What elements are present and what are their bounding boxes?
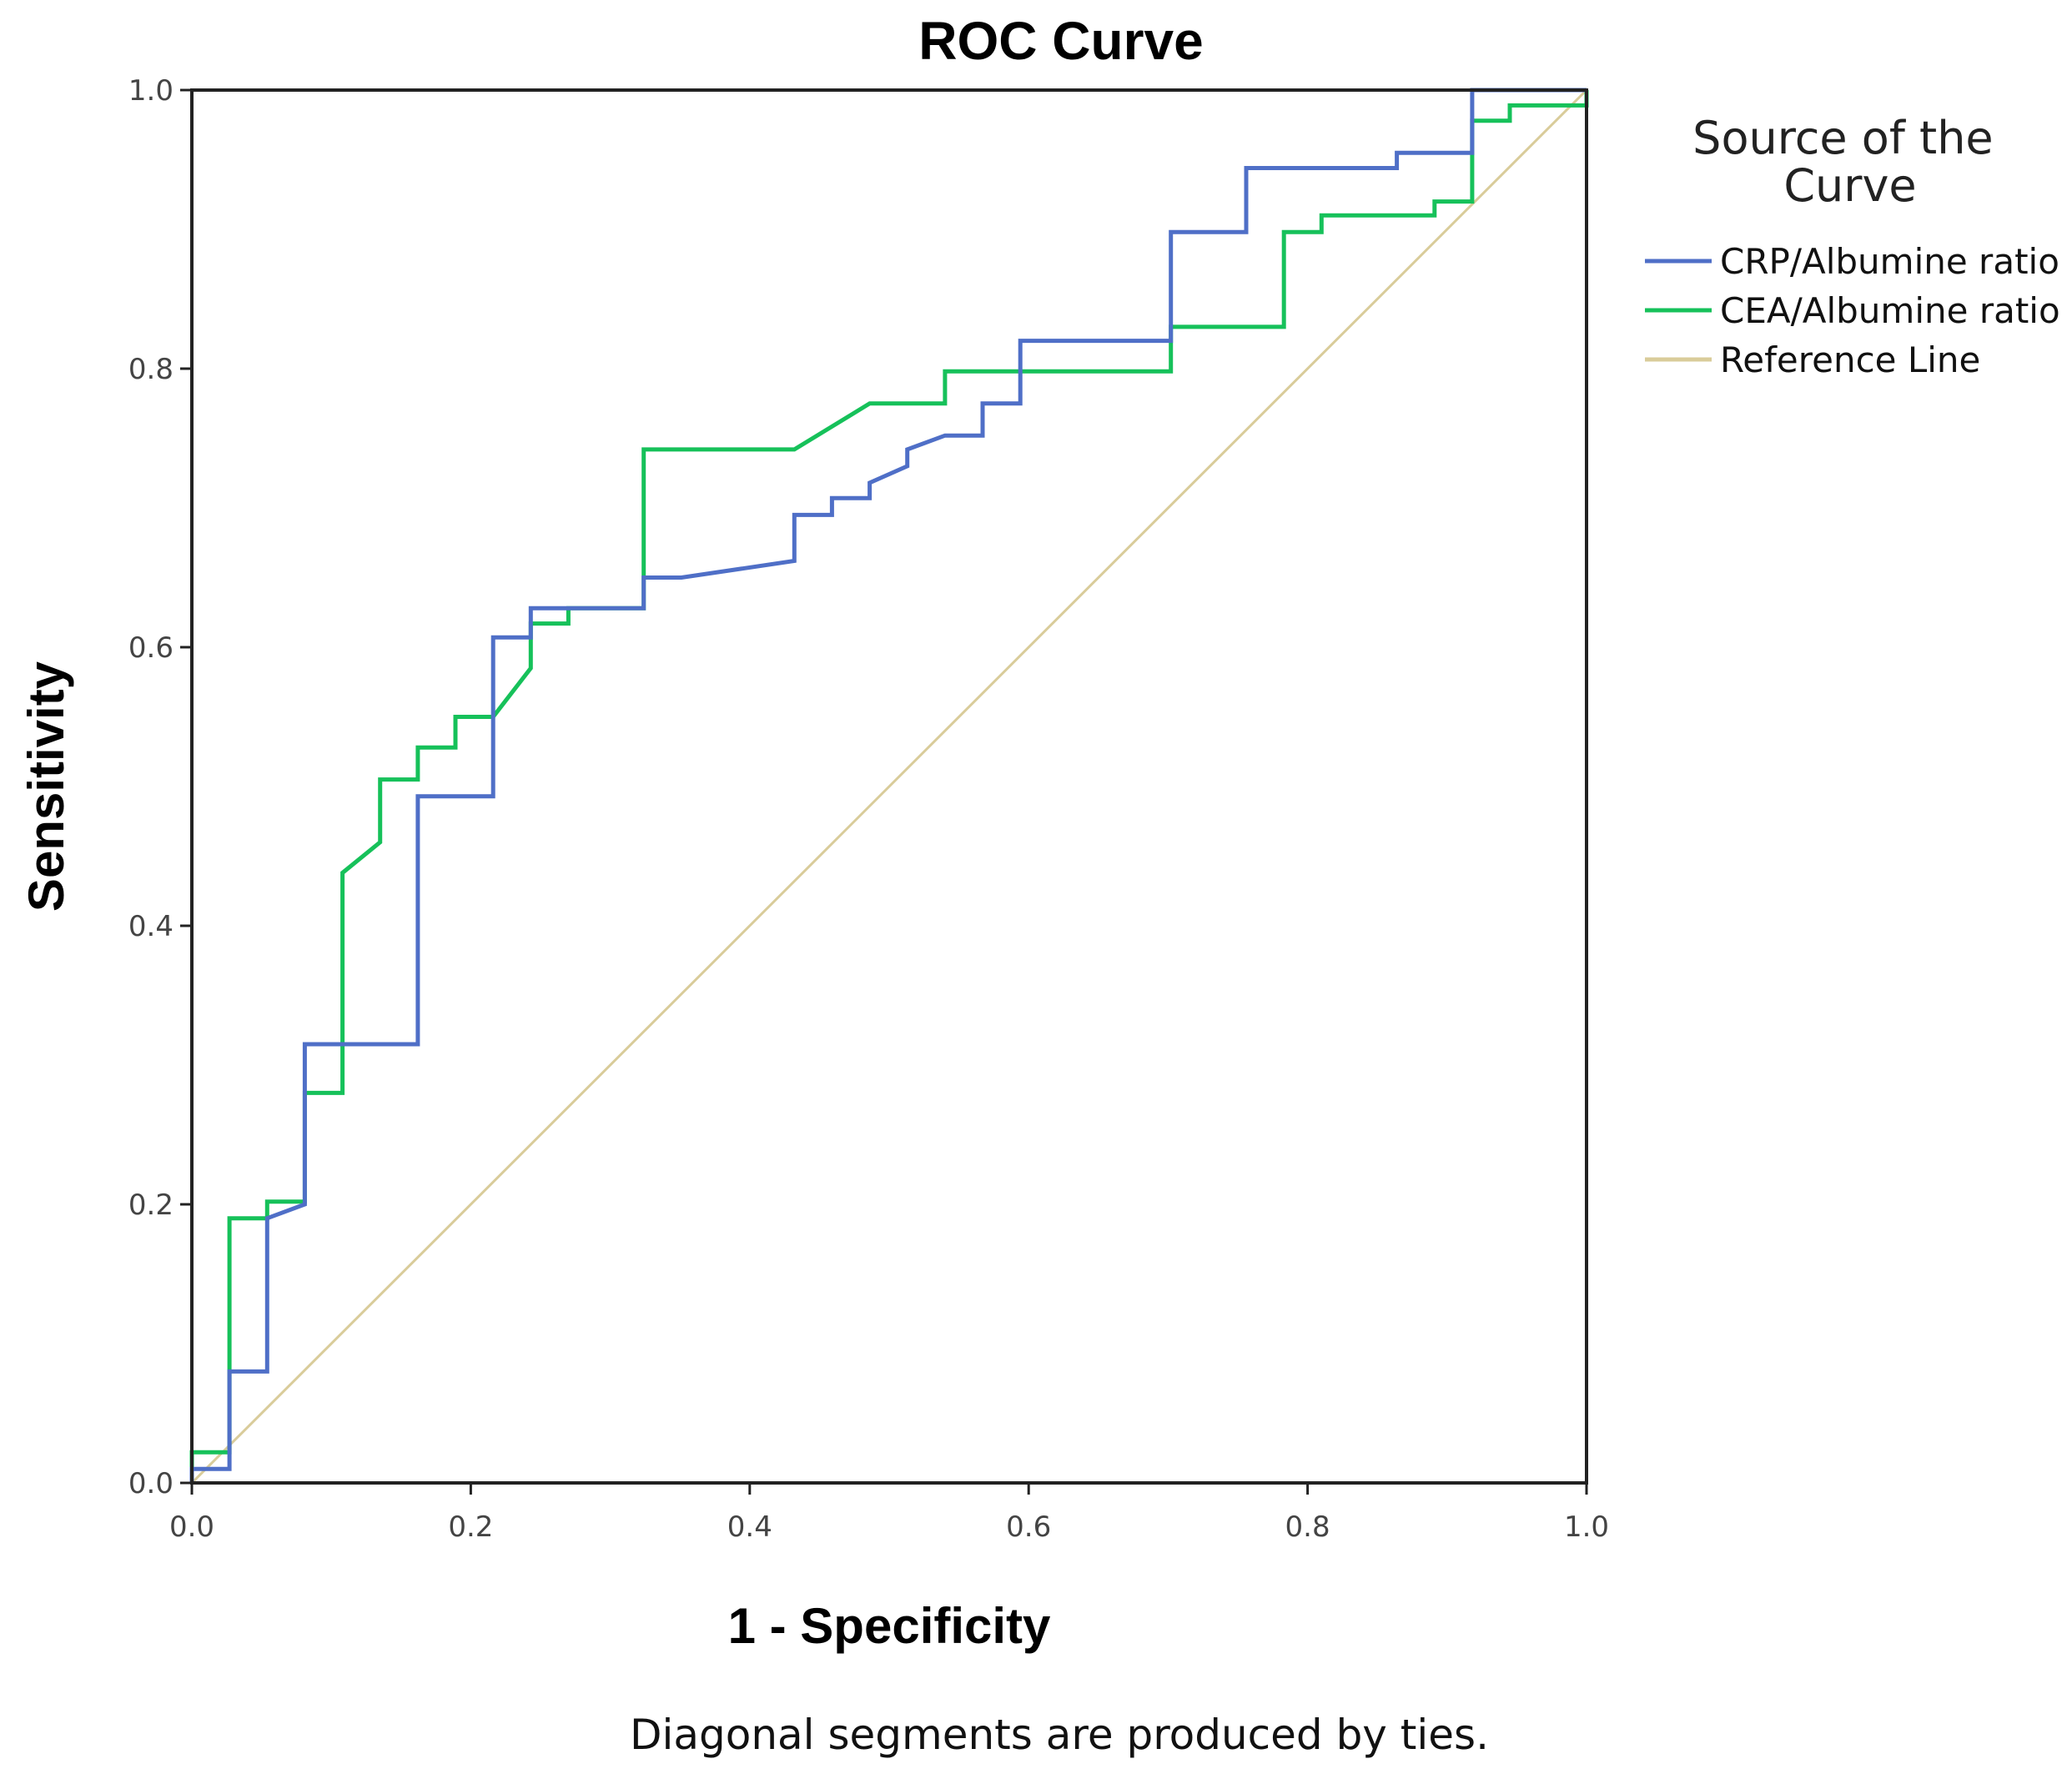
y-tick-label: 1.0 — [128, 74, 174, 108]
x-axis-ticks: 0.0 0.2 0.4 0.6 0.8 1.0 — [169, 1483, 1609, 1544]
plot-lines — [189, 88, 1589, 1485]
legend-label-cea-albumine-ratio: CEA/Albumine ratio — [1720, 290, 2060, 331]
x-tick-label: 1.0 — [1564, 1510, 1609, 1544]
legend: Source of the Curve CRP/Albumine ratio CE… — [1645, 112, 2060, 380]
y-tick-label: 0.6 — [128, 631, 174, 665]
x-tick-label: 0.0 — [169, 1510, 214, 1544]
legend-title: Source of the Curve — [1692, 112, 2008, 212]
x-tick-label: 0.4 — [727, 1510, 772, 1544]
legend-items: CRP/Albumine ratio CEA/Albumine ratio Refe… — [1645, 241, 2060, 380]
series-line-crp-albumine-ratio — [189, 88, 1587, 1483]
footnote: Diagonal segments are produced by ties. — [630, 1711, 1489, 1759]
chart-title: ROC Curve — [918, 11, 1203, 71]
y-tick-label: 0.2 — [128, 1188, 174, 1222]
y-tick-label: 0.8 — [128, 353, 174, 386]
x-tick-label: 0.2 — [448, 1510, 493, 1544]
y-axis-label: Sensitivity — [18, 661, 74, 912]
legend-title-line-1: Source of the — [1692, 112, 1993, 164]
legend-label-crp-albumine-ratio: CRP/Albumine ratio — [1720, 241, 2059, 282]
legend-label-reference-line: Reference Line — [1720, 339, 1980, 380]
legend-title-line-2: Curve — [1783, 159, 1916, 212]
plot-frame — [190, 88, 1588, 1485]
y-tick-label: 0.0 — [128, 1467, 174, 1500]
series-line-reference-line — [190, 88, 1588, 1485]
y-axis-ticks: 0.0 0.2 0.4 0.6 0.8 1.0 — [128, 74, 192, 1500]
y-tick-label: 0.4 — [128, 910, 174, 943]
x-tick-label: 0.6 — [1006, 1510, 1051, 1544]
x-axis-label: 1 - Specificity — [728, 1598, 1051, 1654]
x-tick-label: 0.8 — [1285, 1510, 1330, 1544]
